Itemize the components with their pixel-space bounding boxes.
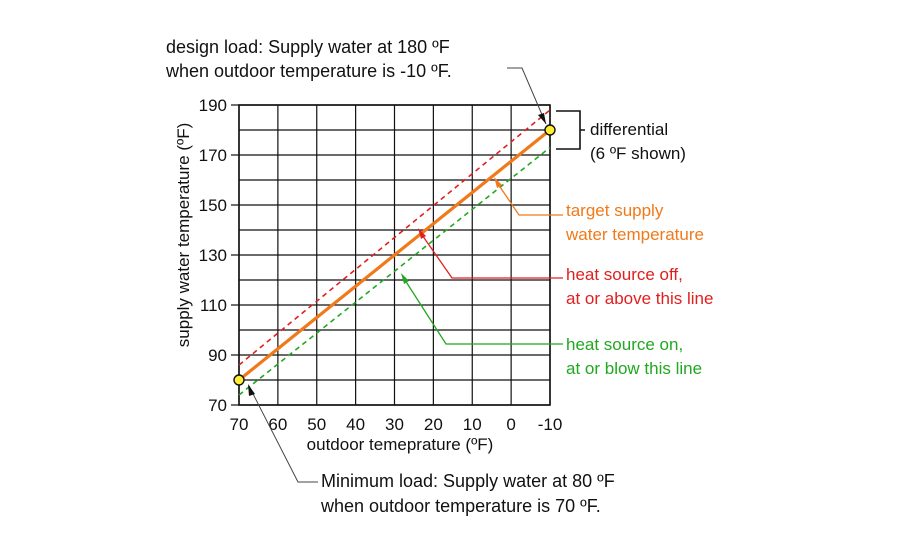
min-load-arrowhead bbox=[248, 384, 255, 396]
y-tick-label-4: 150 bbox=[199, 196, 227, 215]
off-label-line2: at or above this line bbox=[566, 289, 713, 308]
target-leader bbox=[495, 180, 563, 216]
design-load-leader bbox=[507, 67, 547, 125]
on-label-line1: heat source on, bbox=[566, 335, 683, 354]
x-tick-label-3: 40 bbox=[346, 415, 365, 434]
x-axis-title: outdoor temeprature (ºF) bbox=[307, 435, 494, 454]
on-leader bbox=[402, 276, 563, 345]
target-line bbox=[237, 128, 552, 382]
series-group bbox=[233, 109, 556, 396]
min-load-note-line1: Minimum load: Supply water at 80 ºF bbox=[321, 471, 615, 491]
y-axis-title: supply water temperature (ºF) bbox=[174, 123, 193, 347]
y-tick-label-6: 190 bbox=[199, 96, 227, 115]
design-load-point bbox=[544, 124, 556, 136]
target-label-line1: target supply bbox=[566, 201, 664, 220]
y-tick-label-1: 90 bbox=[208, 346, 227, 365]
x-tick-label-8: -10 bbox=[538, 415, 563, 434]
x-tick-label-4: 30 bbox=[385, 415, 404, 434]
differential-label-line2: (6 ºF shown) bbox=[590, 144, 686, 163]
on-label-line2: at or blow this line bbox=[566, 359, 702, 378]
design-load-arrowhead bbox=[538, 113, 546, 124]
target-label-line2: water temperature bbox=[565, 225, 704, 244]
off-arrowhead bbox=[418, 228, 426, 239]
x-tick-label-5: 20 bbox=[424, 415, 443, 434]
target-arrowhead bbox=[494, 177, 502, 188]
plot-frame bbox=[238, 104, 551, 406]
on-arrowhead bbox=[401, 273, 409, 284]
y-tick-label-2: 110 bbox=[200, 296, 227, 315]
design-load-note-line1: design load: Supply water at 180 ºF bbox=[166, 37, 450, 57]
off-label-line1: heat source off, bbox=[566, 265, 683, 284]
min-load-point bbox=[233, 374, 245, 386]
heat-off-line bbox=[238, 109, 551, 366]
min-load-leader bbox=[249, 387, 318, 483]
grid bbox=[231, 104, 551, 406]
y-tick-label-0: 70 bbox=[208, 396, 227, 415]
heat-on-line bbox=[238, 146, 551, 396]
y-tick-label-3: 130 bbox=[199, 246, 227, 265]
differential-bracket bbox=[556, 110, 585, 150]
x-tick-label-7: 0 bbox=[506, 415, 515, 434]
y-tick-label-5: 170 bbox=[199, 146, 227, 165]
tick-labels: 70 60 50 40 30 20 10 0 -10 70 90 110 130 150 170 190 bbox=[199, 96, 563, 434]
min-load-note-line2: when outdoor temperature is 70 ºF. bbox=[320, 496, 601, 516]
x-tick-label-1: 60 bbox=[268, 415, 287, 434]
x-tick-label-6: 10 bbox=[463, 415, 482, 434]
differential-label-line1: differential bbox=[590, 120, 668, 139]
design-load-note-line2: when outdoor temperature is -10 ºF. bbox=[165, 61, 452, 81]
x-tick-label-0: 70 bbox=[230, 415, 249, 434]
x-tick-label-2: 50 bbox=[307, 415, 326, 434]
off-leader bbox=[419, 231, 563, 279]
